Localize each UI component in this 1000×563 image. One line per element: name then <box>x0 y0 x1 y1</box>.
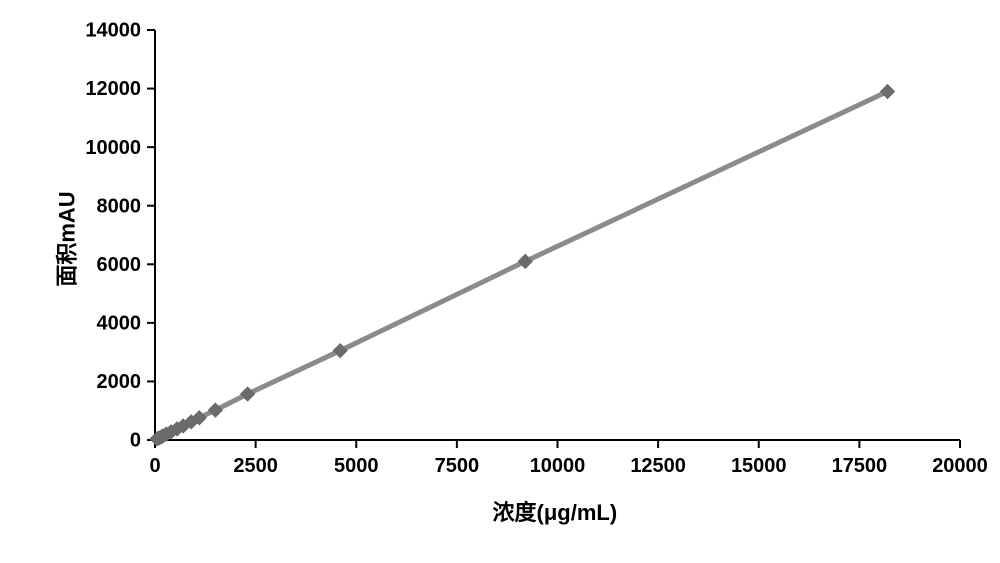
y-tick-label: 6000 <box>97 254 142 276</box>
calibration-chart: 0 2500 5000 7500 10000 12500 15000 17500 20000 0 2… <box>0 0 1000 563</box>
y-tick-label: 0 <box>130 430 141 452</box>
y-axis-label: 面积mAU <box>50 191 82 286</box>
x-tick-label: 10000 <box>530 455 586 477</box>
x-tick-label: 5000 <box>334 455 379 477</box>
x-tick-label: 20000 <box>932 455 988 477</box>
y-tick-label: 12000 <box>85 78 141 100</box>
x-tick-label: 0 <box>149 455 160 477</box>
y-tick-label: 4000 <box>97 313 142 335</box>
x-tick-label: 2500 <box>233 455 278 477</box>
y-tick-label: 8000 <box>97 195 142 217</box>
y-tick-label: 10000 <box>85 137 141 159</box>
x-tick-label: 12500 <box>630 455 686 477</box>
x-tick-label: 7500 <box>435 455 480 477</box>
x-axis-label: 浓度(μg/mL) <box>493 495 618 527</box>
y-tick-label: 2000 <box>97 371 142 393</box>
x-tick-label: 15000 <box>731 455 787 477</box>
chart-container: 0 2500 5000 7500 10000 12500 15000 17500 20000 0 2… <box>0 0 1000 563</box>
y-tick-label: 14000 <box>85 20 141 42</box>
x-tick-label: 17500 <box>832 455 888 477</box>
